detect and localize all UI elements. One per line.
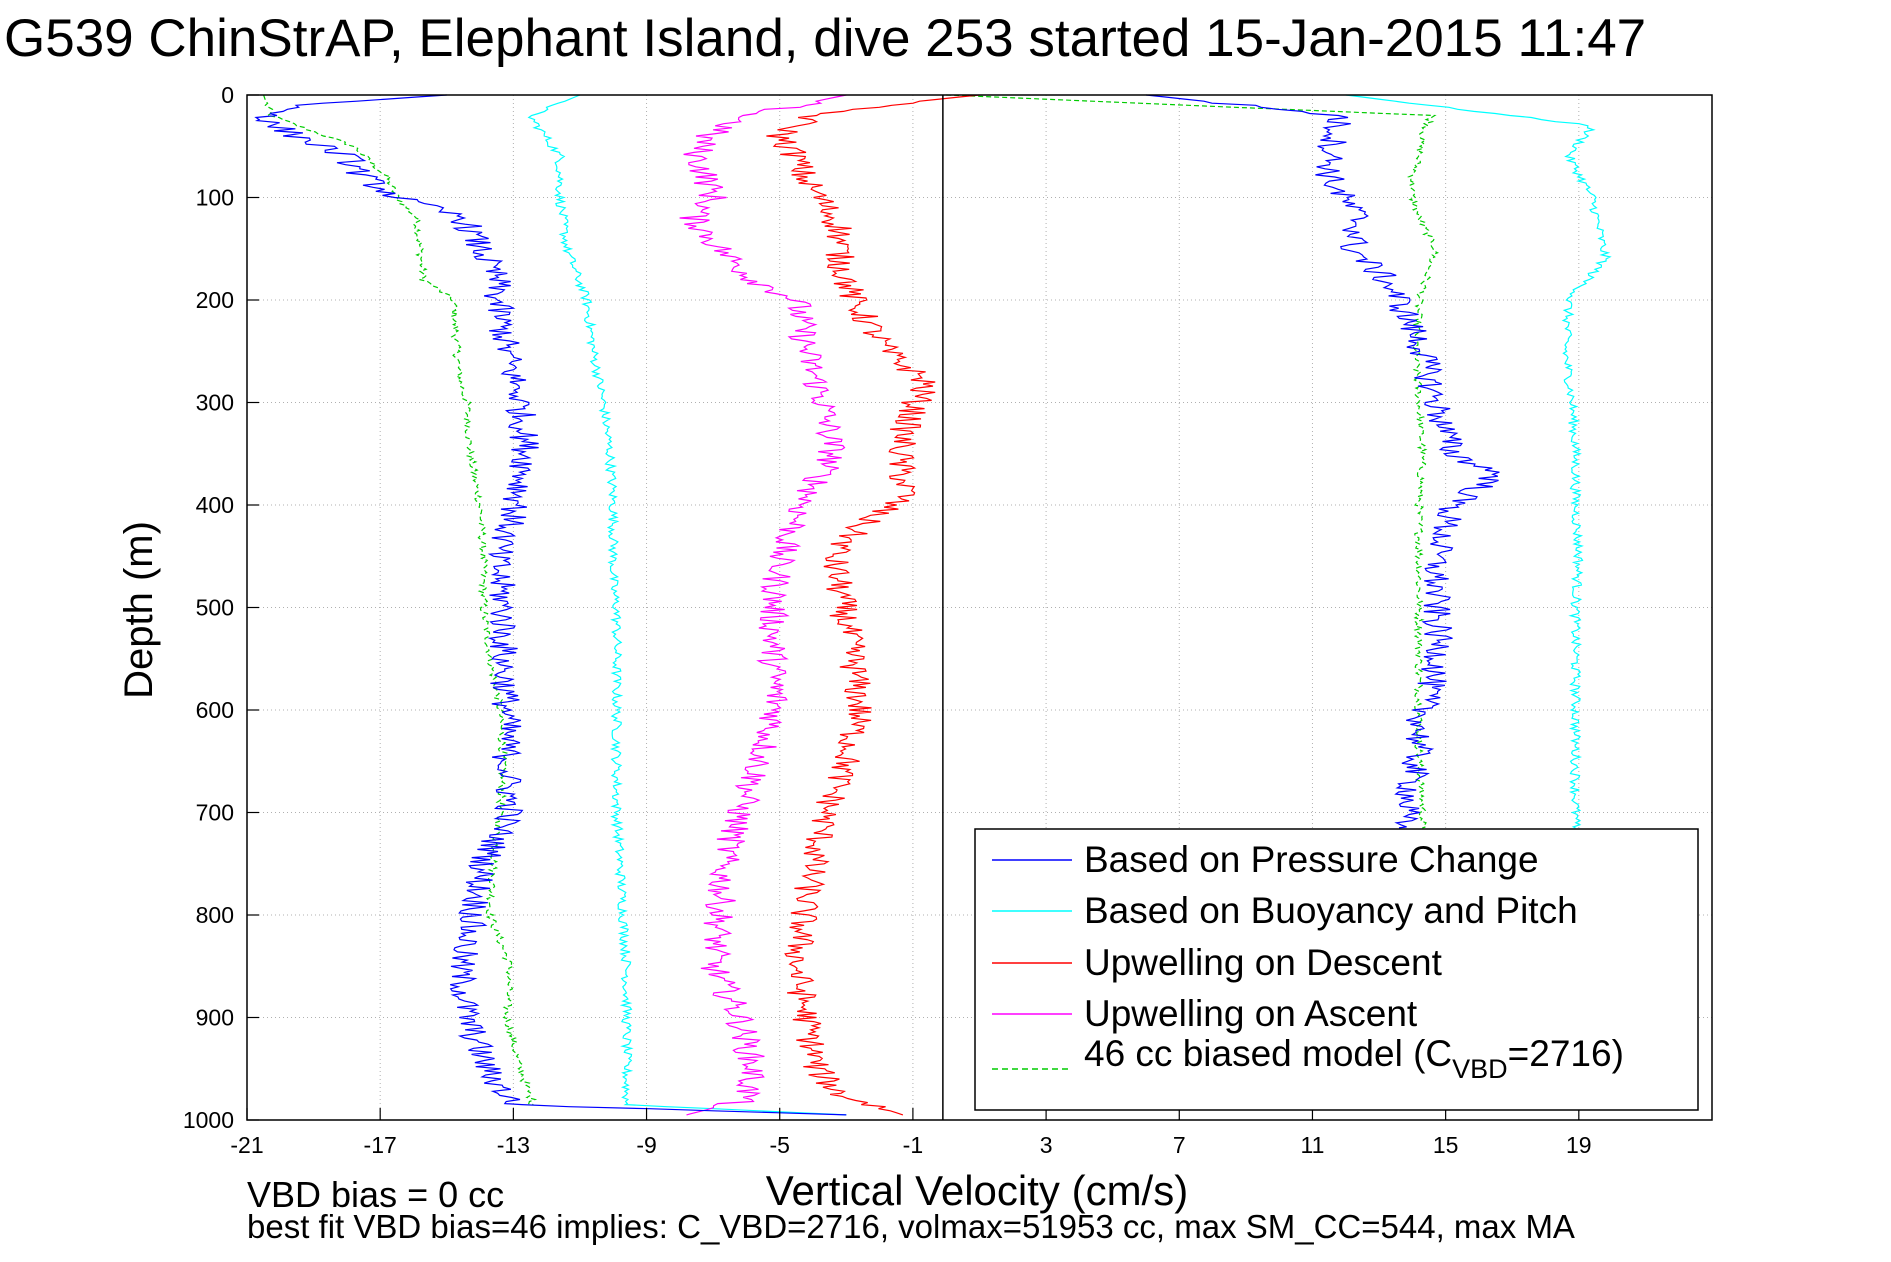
y-tick-label: 700 xyxy=(196,800,234,826)
series-line-2 xyxy=(766,94,980,1116)
legend-label: Upwelling on Descent xyxy=(1084,942,1443,983)
series-line-1 xyxy=(1345,94,1612,829)
x-tick-label: -9 xyxy=(636,1132,656,1158)
x-tick-label: -21 xyxy=(230,1132,263,1158)
y-tick-label: 600 xyxy=(196,697,234,723)
legend-label-main: 46 cc biased model (C xyxy=(1084,1033,1452,1074)
x-tick-label: -5 xyxy=(770,1132,790,1158)
vbd-bias-note: VBD bias = 0 cc xyxy=(247,1174,504,1215)
legend-entry-upwelling-descent: Upwelling on Descent xyxy=(992,942,1443,983)
x-tick-label: -17 xyxy=(364,1132,397,1158)
legend-entry-biased-model: 46 cc biased model (CVBD=2716) xyxy=(992,1033,1624,1084)
series-layer xyxy=(254,94,1612,1116)
x-tick-label: -13 xyxy=(497,1132,530,1158)
legend-label: Upwelling on Ascent xyxy=(1084,993,1418,1034)
legend-box xyxy=(974,828,1699,1111)
y-tick-label: 900 xyxy=(196,1005,234,1031)
y-tick-label: 1000 xyxy=(183,1107,234,1133)
x-tick-label: 7 xyxy=(1173,1132,1186,1158)
series-line-4 xyxy=(263,94,538,1106)
x-axis-label: Vertical Velocity (cm/s) xyxy=(766,1167,1188,1214)
x-tick-label: -1 xyxy=(903,1132,923,1158)
x-tick-label: 11 xyxy=(1301,1132,1325,1158)
y-axis-label: Depth (m) xyxy=(117,521,161,699)
series-line-4 xyxy=(946,94,1440,829)
series-line-0 xyxy=(1145,94,1500,829)
legend: Based on Pressure Change Based on Buoyan… xyxy=(974,828,1699,1111)
x-axis-ticks: -21 -17 -13 -9 -5 -1 3 7 11 15 19 xyxy=(230,1108,1592,1158)
legend-entry-pressure-change: Based on Pressure Change xyxy=(992,839,1539,880)
y-tick-label: 0 xyxy=(221,82,234,108)
series-line-1 xyxy=(527,94,847,1116)
series-line-0 xyxy=(254,94,847,1116)
legend-entry-upwelling-ascent: Upwelling on Ascent xyxy=(992,993,1418,1034)
y-tick-label: 100 xyxy=(196,185,234,211)
x-tick-label: 19 xyxy=(1566,1132,1592,1158)
y-tick-label: 200 xyxy=(196,287,234,313)
y-tick-label: 400 xyxy=(196,492,234,518)
chart-title: G539 ChinStrAP, Elephant Island, dive 25… xyxy=(4,9,1646,68)
x-tick-label: 3 xyxy=(1040,1132,1053,1158)
legend-label-suffix: =2716) xyxy=(1508,1033,1624,1074)
legend-label: Based on Pressure Change xyxy=(1084,839,1539,880)
legend-label-subscript: VBD xyxy=(1452,1054,1508,1084)
series-line-3 xyxy=(679,94,847,1116)
y-tick-label: 800 xyxy=(196,902,234,928)
legend-label: Based on Buoyancy and Pitch xyxy=(1084,890,1578,931)
y-tick-label: 500 xyxy=(196,595,234,621)
best-fit-note: best fit VBD bias=46 implies: C_VBD=2716… xyxy=(247,1208,1575,1245)
y-tick-label: 300 xyxy=(196,390,234,416)
legend-label: 46 cc biased model (CVBD=2716) xyxy=(1084,1033,1624,1084)
x-tick-label: 15 xyxy=(1433,1132,1459,1158)
legend-entry-buoyancy-pitch: Based on Buoyancy and Pitch xyxy=(992,890,1578,931)
y-axis-ticks: 0 100 200 300 400 500 600 700 800 900 1000 xyxy=(183,82,259,1133)
